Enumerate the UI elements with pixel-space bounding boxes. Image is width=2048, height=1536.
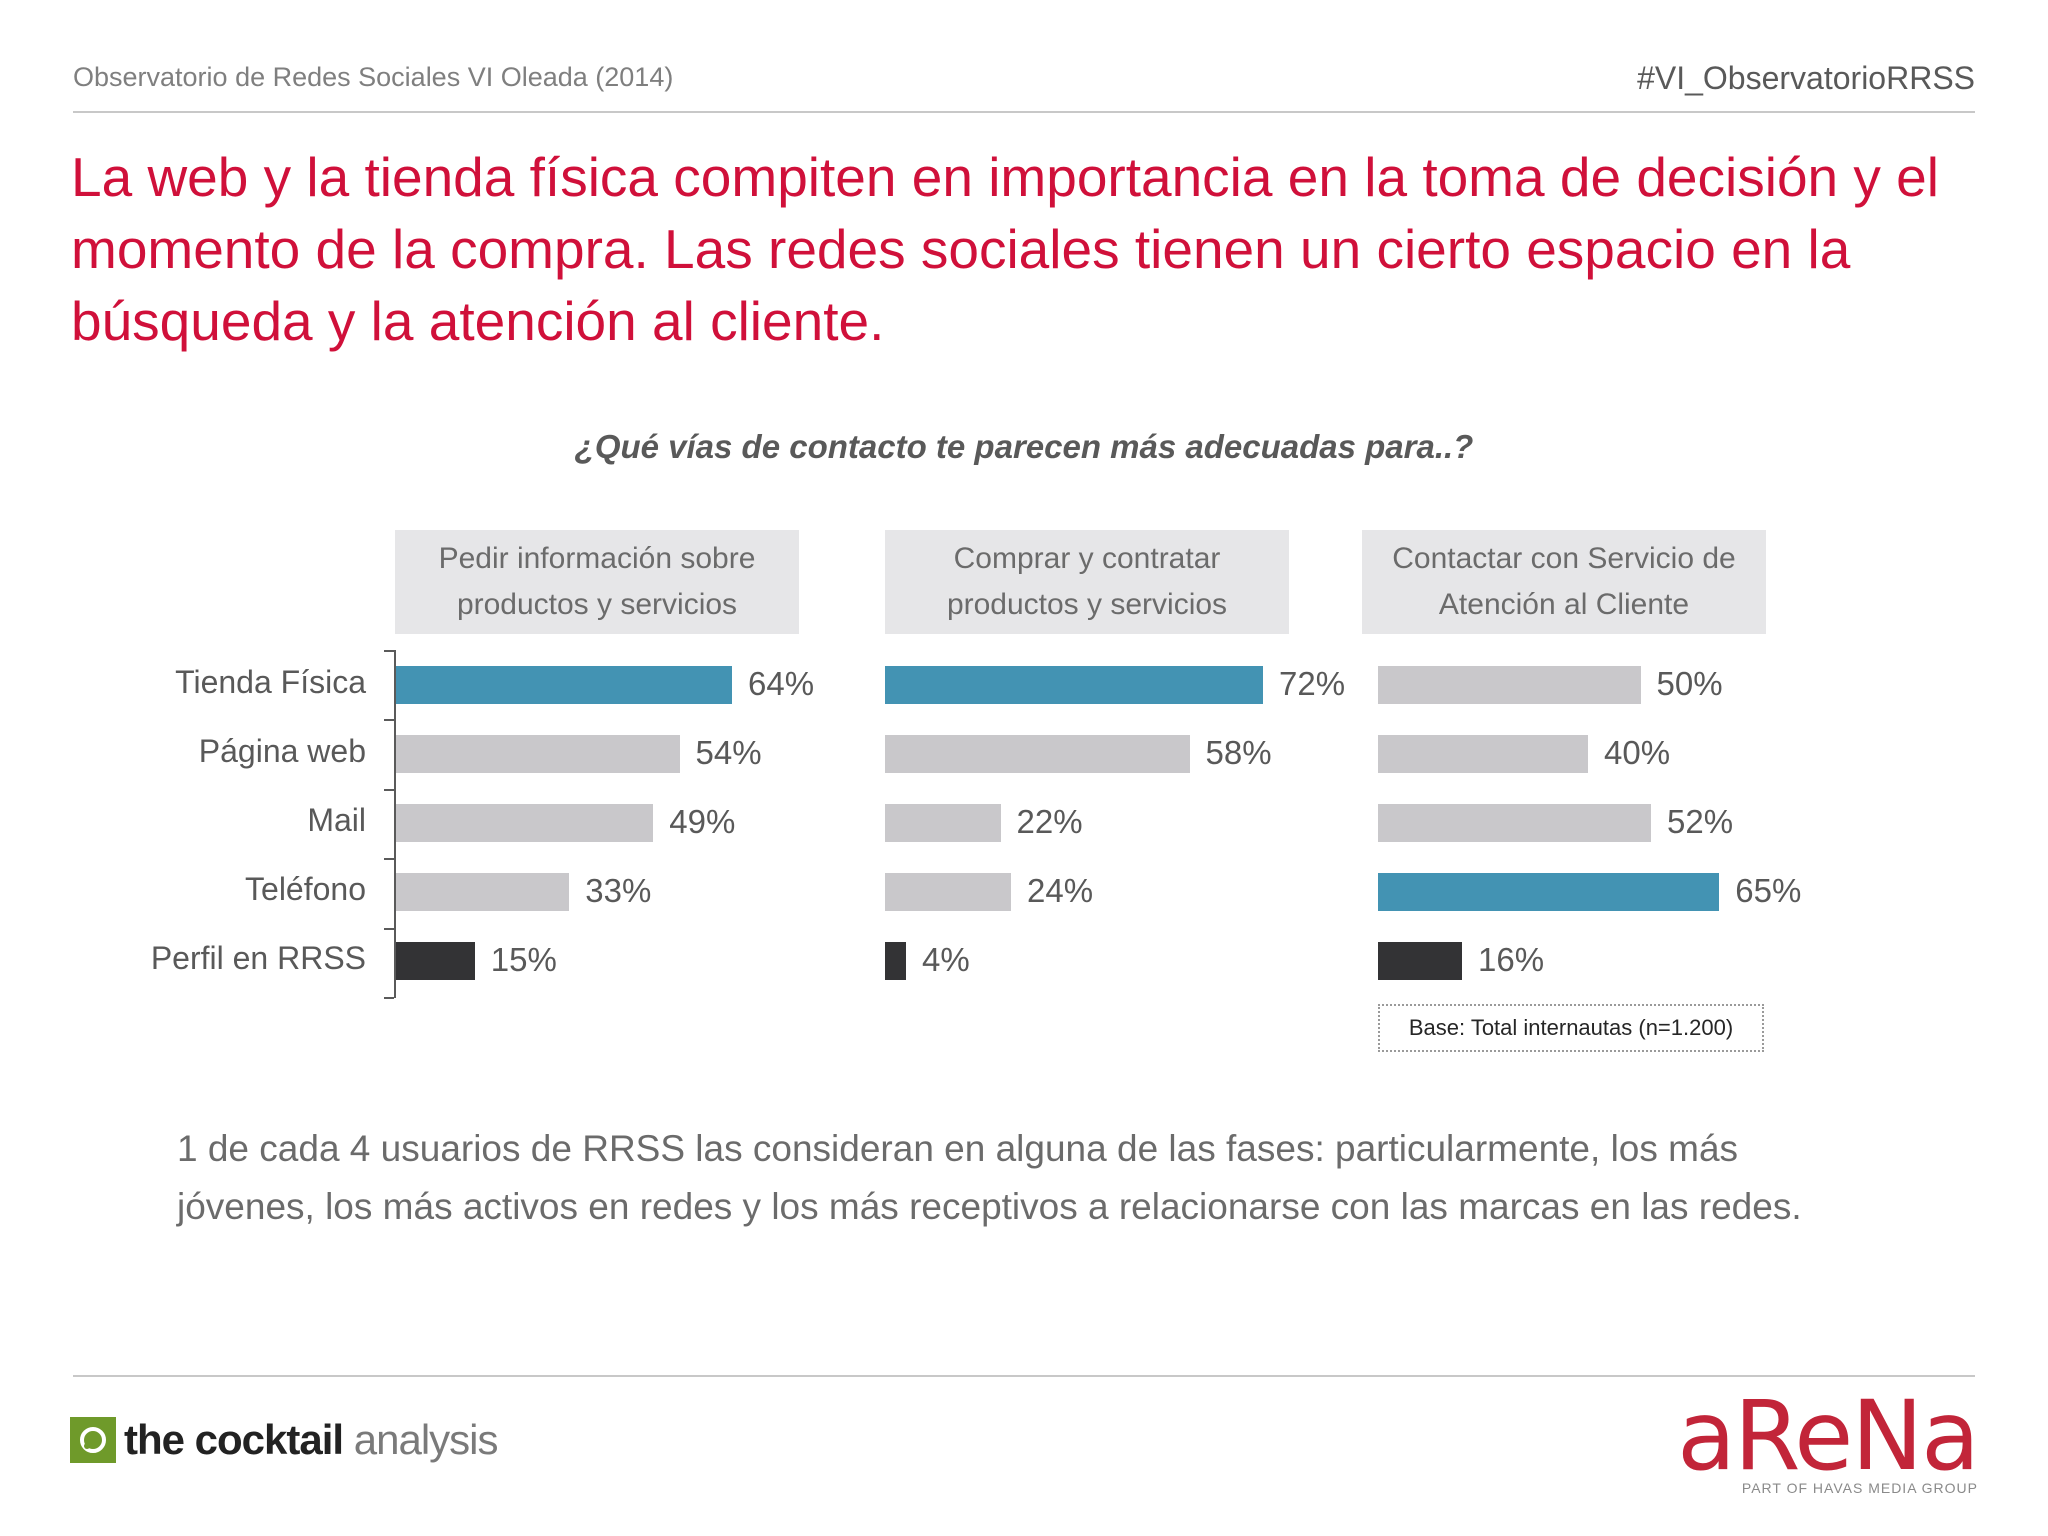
data-label: 72% — [1279, 665, 1346, 702]
data-label: 50% — [1656, 665, 1723, 702]
data-label: 33% — [585, 872, 652, 909]
category-axis — [394, 650, 396, 998]
category-label: Mail — [307, 802, 366, 838]
bar — [885, 735, 1190, 773]
data-label: 58% — [1205, 734, 1272, 771]
data-label: 16% — [1478, 941, 1545, 978]
bar — [885, 942, 906, 980]
slide-title: La web y la tienda física compiten en im… — [71, 146, 1939, 352]
data-label: 4% — [922, 941, 970, 978]
data-label: 64% — [748, 665, 815, 702]
bar — [885, 873, 1011, 911]
arena-logo: aReNa PART OF HAVAS MEDIA GROUP — [1677, 1380, 1980, 1496]
group-header-2: Comprar y contratar productos y servicio… — [885, 530, 1289, 634]
base-note: Base: Total internautas (n=1.200) — [1378, 1004, 1764, 1052]
category-label: Página web — [198, 733, 366, 769]
bar — [1378, 804, 1651, 842]
category-label: Tienda Física — [175, 664, 366, 700]
bar — [1378, 873, 1720, 911]
group-header-3: Contactar con Servicio de Atención al Cl… — [1362, 530, 1766, 634]
summary-note: 1 de cada 4 usuarios de RRSS las conside… — [177, 1128, 1802, 1227]
bar — [1378, 735, 1588, 773]
bar — [1378, 666, 1641, 704]
arena-logo-text: aReNa — [1677, 1380, 1980, 1492]
data-label: 65% — [1735, 872, 1802, 909]
bar — [396, 666, 732, 704]
logo-text-light: analysis — [353, 1416, 499, 1463]
axis-tick — [384, 858, 394, 861]
glass-icon — [70, 1417, 116, 1463]
data-label: 54% — [695, 734, 762, 771]
bar — [396, 735, 680, 773]
axis-tick — [384, 927, 394, 930]
data-label: 15% — [490, 941, 557, 978]
bar — [885, 804, 1001, 842]
header-report-title: Observatorio de Redes Sociales VI Oleada… — [73, 62, 674, 92]
bar — [885, 666, 1263, 704]
category-label: Teléfono — [245, 871, 366, 907]
bar — [396, 942, 475, 980]
axis-tick — [384, 788, 394, 791]
axis-tick — [384, 997, 394, 999]
data-label: 24% — [1027, 872, 1094, 909]
chart-title: ¿Qué vías de contacto te parecen más ade… — [574, 428, 1474, 465]
bar — [1378, 942, 1462, 980]
data-label: 22% — [1016, 803, 1083, 840]
axis-tick — [384, 650, 394, 652]
header-divider — [73, 111, 1975, 113]
bar — [396, 873, 570, 911]
category-label: Perfil en RRSS — [150, 940, 366, 976]
axis-tick — [384, 719, 394, 722]
data-label: 52% — [1667, 803, 1734, 840]
arena-logo-subtitle: PART OF HAVAS MEDIA GROUP — [1741, 1480, 1978, 1496]
data-label: 49% — [669, 803, 736, 840]
bar — [396, 804, 654, 842]
data-label: 40% — [1604, 734, 1671, 771]
cocktail-analysis-logo: the cocktail analysis — [70, 1416, 499, 1464]
footer-divider — [73, 1375, 1975, 1377]
group-header-1: Pedir información sobre productos y serv… — [395, 530, 799, 634]
header-hashtag: #VI_ObservatorioRRSS — [1637, 60, 1975, 96]
logo-text-bold: the cocktail — [124, 1416, 344, 1463]
